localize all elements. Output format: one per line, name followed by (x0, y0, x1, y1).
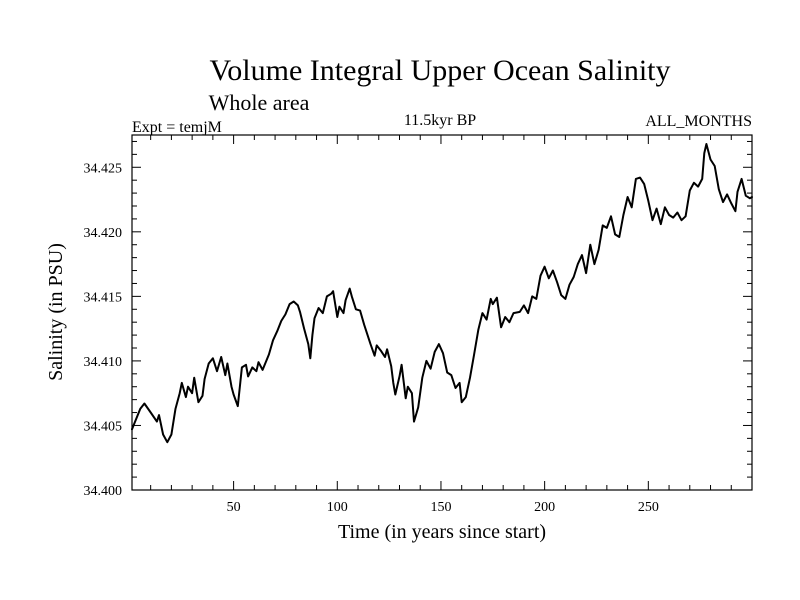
y-tick-label-34.425: 34.425 (84, 161, 123, 176)
x-tick-label-50: 50 (227, 500, 241, 515)
x-tick-label-200: 200 (534, 500, 555, 515)
chart-subtitle: Whole area (209, 90, 310, 115)
period-label: 11.5kyr BP (404, 112, 476, 129)
chart-title: Volume Integral Upper Ocean Salinity (210, 54, 671, 87)
x-tick-label-100: 100 (327, 500, 348, 515)
x-axis-label: Time (in years since start) (338, 521, 546, 543)
experiment-label: Expt = temjM (132, 119, 222, 136)
y-tick-label-34.405: 34.405 (84, 419, 123, 434)
y-axis-label: Salinity (in PSU) (45, 243, 67, 381)
x-tick-label-150: 150 (430, 500, 451, 515)
x-axis-ticks: 50 100 150 200 250 (150, 135, 753, 515)
salinity-series-line (131, 143, 753, 444)
plot-frame (131, 134, 753, 491)
months-label: ALL_MONTHS (645, 113, 752, 130)
y-tick-label-34.415: 34.415 (84, 290, 123, 305)
y-tick-label-34.420: 34.420 (84, 226, 123, 241)
y-axis-ticks: 34.400 34.405 34.410 34.415 34.420 34.425 (84, 140, 752, 499)
x-tick-label-250: 250 (638, 500, 659, 515)
y-tick-label-34.400: 34.400 (84, 484, 123, 499)
y-tick-label-34.410: 34.410 (84, 355, 123, 370)
